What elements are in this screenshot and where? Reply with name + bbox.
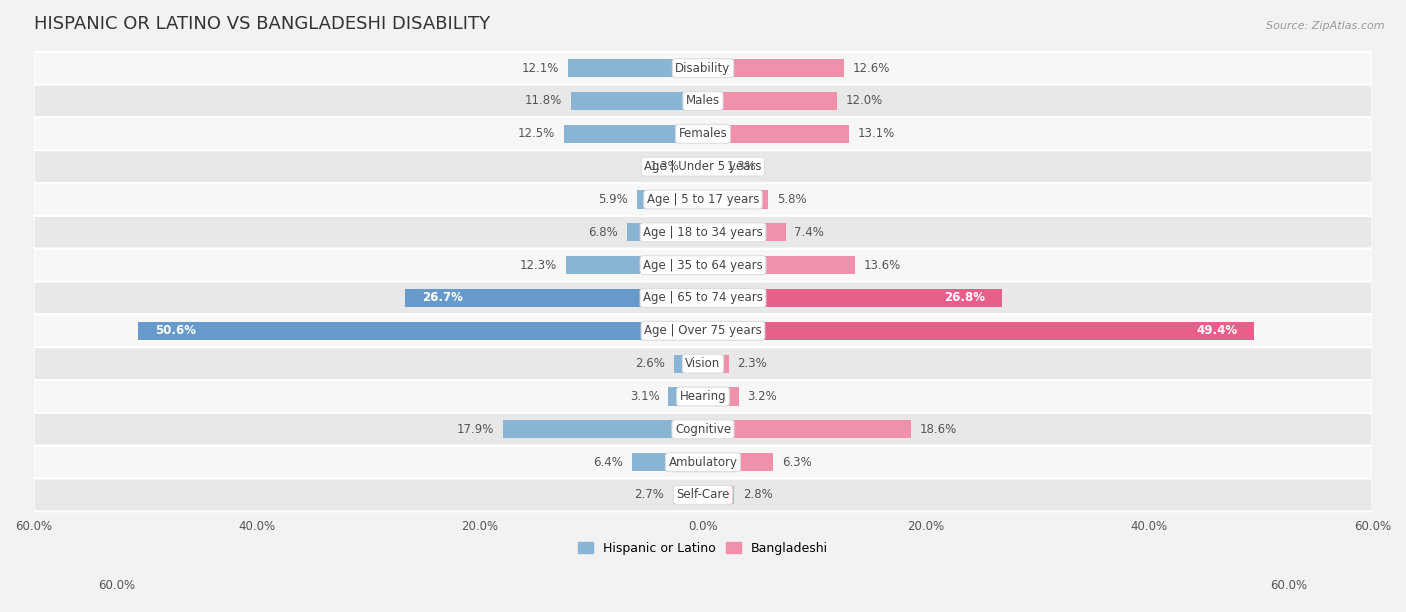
FancyBboxPatch shape — [34, 248, 1372, 282]
Text: Cognitive: Cognitive — [675, 423, 731, 436]
Text: Age | 65 to 74 years: Age | 65 to 74 years — [643, 291, 763, 305]
Bar — [571, 92, 703, 110]
Bar — [703, 420, 911, 438]
Text: 49.4%: 49.4% — [1197, 324, 1237, 337]
FancyBboxPatch shape — [34, 479, 1372, 512]
Text: 7.4%: 7.4% — [794, 226, 824, 239]
Text: 6.4%: 6.4% — [593, 456, 623, 469]
Text: Hearing: Hearing — [679, 390, 727, 403]
Text: Source: ZipAtlas.com: Source: ZipAtlas.com — [1267, 21, 1385, 31]
Bar — [503, 420, 703, 438]
Bar — [703, 453, 773, 471]
Text: 2.8%: 2.8% — [744, 488, 773, 501]
Text: 12.1%: 12.1% — [522, 62, 560, 75]
Text: Males: Males — [686, 94, 720, 108]
FancyBboxPatch shape — [34, 380, 1372, 413]
Text: 6.3%: 6.3% — [782, 456, 813, 469]
FancyBboxPatch shape — [34, 52, 1372, 84]
Bar — [703, 486, 734, 504]
Bar — [703, 256, 855, 274]
Text: Age | Over 75 years: Age | Over 75 years — [644, 324, 762, 337]
FancyBboxPatch shape — [34, 183, 1372, 216]
Text: Females: Females — [679, 127, 727, 140]
Text: Age | 5 to 17 years: Age | 5 to 17 years — [647, 193, 759, 206]
Text: 12.5%: 12.5% — [517, 127, 554, 140]
Bar — [627, 223, 703, 241]
FancyBboxPatch shape — [34, 413, 1372, 446]
Text: Disability: Disability — [675, 62, 731, 75]
Bar — [703, 125, 849, 143]
FancyBboxPatch shape — [34, 347, 1372, 380]
Text: Vision: Vision — [685, 357, 721, 370]
Bar — [689, 158, 703, 176]
Text: Self-Care: Self-Care — [676, 488, 730, 501]
Text: 2.6%: 2.6% — [636, 357, 665, 370]
Text: 5.9%: 5.9% — [599, 193, 628, 206]
FancyBboxPatch shape — [34, 315, 1372, 347]
Bar — [703, 158, 717, 176]
Text: 12.0%: 12.0% — [846, 94, 883, 108]
FancyBboxPatch shape — [34, 84, 1372, 118]
Text: 1.3%: 1.3% — [650, 160, 679, 173]
FancyBboxPatch shape — [34, 216, 1372, 248]
Text: 18.6%: 18.6% — [920, 423, 956, 436]
FancyBboxPatch shape — [34, 150, 1372, 183]
FancyBboxPatch shape — [34, 282, 1372, 315]
Text: 12.3%: 12.3% — [520, 259, 557, 272]
Text: 17.9%: 17.9% — [457, 423, 495, 436]
Bar — [138, 322, 703, 340]
Bar — [631, 453, 703, 471]
Bar — [703, 387, 738, 406]
Text: 2.3%: 2.3% — [738, 357, 768, 370]
Text: 2.7%: 2.7% — [634, 488, 664, 501]
Text: Ambulatory: Ambulatory — [668, 456, 738, 469]
Text: Age | 18 to 34 years: Age | 18 to 34 years — [643, 226, 763, 239]
Text: Age | 35 to 64 years: Age | 35 to 64 years — [643, 259, 763, 272]
Text: 3.2%: 3.2% — [748, 390, 778, 403]
Bar — [703, 92, 837, 110]
Bar — [668, 387, 703, 406]
Bar — [703, 322, 1254, 340]
Legend: Hispanic or Latino, Bangladeshi: Hispanic or Latino, Bangladeshi — [574, 537, 832, 560]
Bar — [673, 486, 703, 504]
FancyBboxPatch shape — [34, 118, 1372, 150]
Text: 12.6%: 12.6% — [852, 62, 890, 75]
Bar — [703, 223, 786, 241]
Text: 60.0%: 60.0% — [98, 580, 135, 592]
Text: 1.3%: 1.3% — [727, 160, 756, 173]
Text: 13.1%: 13.1% — [858, 127, 896, 140]
Text: 13.6%: 13.6% — [863, 259, 901, 272]
Text: Age | Under 5 years: Age | Under 5 years — [644, 160, 762, 173]
Bar — [703, 289, 1002, 307]
Text: 50.6%: 50.6% — [155, 324, 197, 337]
Text: 5.8%: 5.8% — [776, 193, 806, 206]
Bar — [703, 354, 728, 373]
Bar — [564, 125, 703, 143]
FancyBboxPatch shape — [34, 446, 1372, 479]
Bar — [405, 289, 703, 307]
Text: 6.8%: 6.8% — [589, 226, 619, 239]
Text: 3.1%: 3.1% — [630, 390, 659, 403]
Text: 60.0%: 60.0% — [1271, 580, 1308, 592]
Bar — [637, 190, 703, 209]
Bar — [703, 59, 844, 77]
Text: 11.8%: 11.8% — [526, 94, 562, 108]
Text: 26.8%: 26.8% — [945, 291, 986, 305]
Bar — [568, 59, 703, 77]
Bar — [565, 256, 703, 274]
Text: HISPANIC OR LATINO VS BANGLADESHI DISABILITY: HISPANIC OR LATINO VS BANGLADESHI DISABI… — [34, 15, 489, 33]
Bar — [673, 354, 703, 373]
Bar — [703, 190, 768, 209]
Text: 26.7%: 26.7% — [422, 291, 463, 305]
